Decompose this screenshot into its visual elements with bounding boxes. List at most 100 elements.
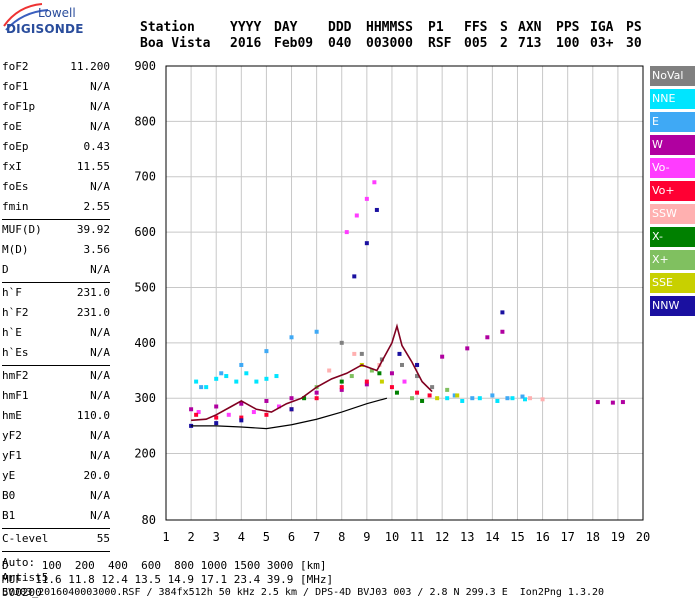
x-tick-label: 18 — [586, 530, 600, 544]
data-point-e — [264, 349, 269, 354]
data-point-x- — [410, 396, 415, 401]
data-point-vo- — [314, 396, 319, 401]
legend-item-w: W — [650, 135, 695, 155]
header-label-p1: P1 — [428, 20, 444, 35]
data-point-x- — [369, 368, 374, 373]
data-point-nnw — [364, 241, 369, 246]
y-tick-label: 80 — [142, 513, 156, 527]
param-row: foEp 0.43 — [2, 138, 110, 158]
header-label-day: DAY — [274, 20, 298, 35]
param-row: hmE 110.0 — [2, 407, 110, 427]
data-point-vo- — [415, 390, 420, 395]
param-name: h`E — [2, 326, 22, 339]
autoscaling-info: Auto: Artist5 500200 — [2, 555, 110, 600]
header-value-hhmmss: 003000 — [366, 36, 413, 51]
y-tick-label: 700 — [134, 170, 156, 184]
param-group-critical-frequencies: foF2 11.200 foF1 N/A foF1p N/A foE N/A foEp 0.43 f… — [2, 58, 110, 218]
x-tick-label: 15 — [510, 530, 524, 544]
data-point-nne — [274, 374, 279, 379]
param-value: N/A — [90, 389, 110, 402]
legend-item-vo-: Vo- — [650, 158, 695, 178]
x-tick-label: 4 — [238, 530, 245, 544]
legend-item-x-: X- — [650, 227, 695, 247]
param-row: h`F2 231.0 — [2, 304, 110, 324]
param-group-virtual-heights: h`F 231.0 h`F2 231.0 h`E N/A h`Es N/A — [2, 284, 110, 364]
c-level-label: C-level — [2, 532, 49, 545]
param-name: yF2 — [2, 429, 22, 442]
data-point-vo- — [214, 415, 219, 420]
x-tick-label: 7 — [313, 530, 320, 544]
data-point-e — [199, 385, 204, 390]
header-value-day: Feb09 — [274, 36, 314, 51]
data-point-nnw — [214, 421, 219, 426]
param-value: N/A — [90, 489, 110, 502]
param-value: N/A — [90, 120, 110, 133]
data-point-x- — [349, 374, 354, 379]
param-name: foEp — [2, 140, 29, 153]
param-row: B0 N/A — [2, 487, 110, 507]
data-point-nnw — [397, 351, 402, 356]
data-point-x- — [420, 398, 425, 403]
param-value: N/A — [90, 449, 110, 462]
param-row: h`F 231.0 — [2, 284, 110, 304]
auto-label: Auto: — [2, 556, 36, 569]
divider — [2, 219, 110, 220]
data-point-w — [465, 346, 470, 351]
divider — [2, 528, 110, 529]
param-row: foF1 N/A — [2, 78, 110, 98]
header-value-station: Boa Vista — [140, 36, 211, 51]
data-point-ssw — [528, 396, 533, 401]
param-value: N/A — [90, 429, 110, 442]
param-value: N/A — [90, 369, 110, 382]
param-value: 0.43 — [83, 140, 111, 153]
x-tick-label: 5 — [263, 530, 270, 544]
data-point-noval — [430, 385, 435, 390]
data-point-nnw — [352, 274, 357, 279]
logo-brand: Lowell — [38, 6, 76, 20]
y-tick-label: 300 — [134, 391, 156, 405]
y-tick-label: 600 — [134, 225, 156, 239]
x-tick-label: 8 — [338, 530, 345, 544]
data-point-e — [470, 396, 475, 401]
data-point-nne — [523, 397, 528, 402]
param-value: N/A — [90, 100, 110, 113]
x-tick-label: 12 — [435, 530, 449, 544]
param-row: M(D) 3.56 — [2, 241, 110, 261]
data-point-x- — [377, 371, 382, 376]
data-point-e — [239, 362, 244, 367]
data-point-vo- — [194, 412, 199, 417]
auto-code: 500200 — [2, 586, 42, 599]
param-name: hmE — [2, 409, 22, 422]
header-value-p1: RSF — [428, 36, 452, 51]
x-tick-label: 20 — [636, 530, 650, 544]
param-value: N/A — [90, 180, 110, 193]
x-tick-label: 1 — [162, 530, 169, 544]
data-point-nne — [495, 398, 500, 403]
auto-method: Artist5 — [2, 571, 49, 584]
data-point-noval — [415, 374, 420, 379]
param-row: foF2 11.200 — [2, 58, 110, 78]
x-tick-label: 16 — [535, 530, 549, 544]
digisonde-logo: Lowell DIGISONDE — [0, 0, 83, 40]
x-tick-label: 10 — [385, 530, 399, 544]
param-name: fmin — [2, 200, 29, 213]
param-value: 2.55 — [83, 200, 111, 213]
parameter-panel: foF2 11.200 foF1 N/A foF1p N/A foE N/A foEp 0.43 f… — [2, 58, 110, 600]
param-row: h`Es N/A — [2, 344, 110, 364]
param-row: MUF(D) 39.92 — [2, 221, 110, 241]
header-value-pps: 100 — [556, 36, 580, 51]
data-point-w — [214, 404, 219, 409]
x-tick-label: 17 — [560, 530, 574, 544]
data-point-sse — [435, 396, 440, 401]
header-value-axn: 713 — [518, 36, 542, 51]
param-name: D — [2, 263, 9, 276]
header-value-ddd: 040 — [328, 36, 352, 51]
param-row: B1 N/A — [2, 507, 110, 527]
data-point-vo- — [276, 404, 281, 409]
data-point-w — [440, 354, 445, 359]
header-value-s: 2 — [500, 36, 508, 51]
c-level-value: 55 — [96, 532, 110, 545]
data-point-e — [314, 329, 319, 334]
logo-swoosh-icon — [3, 3, 49, 31]
